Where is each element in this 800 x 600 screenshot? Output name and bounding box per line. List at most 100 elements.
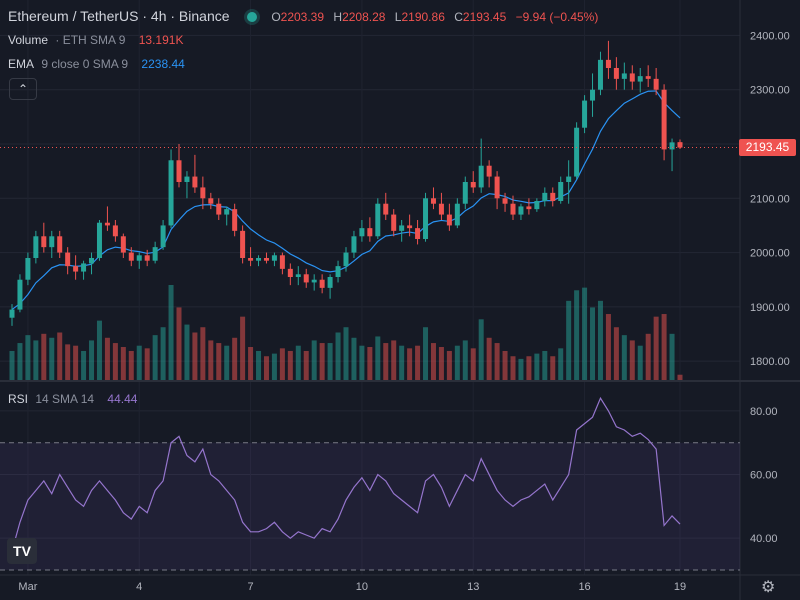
high-key: H bbox=[333, 10, 343, 24]
candle-body bbox=[96, 222, 102, 258]
rsi-axis-label: 60.00 bbox=[750, 470, 778, 482]
candle-body bbox=[184, 176, 190, 182]
candle-body bbox=[645, 76, 651, 79]
volume-bar bbox=[653, 316, 659, 380]
candle-body bbox=[494, 176, 500, 199]
volume-bar bbox=[176, 307, 182, 380]
rsi-axis-label: 80.00 bbox=[750, 406, 778, 418]
candle-body bbox=[9, 309, 15, 318]
volume-label: Volume bbox=[8, 33, 49, 47]
collapse-legend-button[interactable]: ⌃ bbox=[9, 78, 37, 100]
candle-body bbox=[25, 258, 31, 280]
volume-params: · ETH SMA 9 bbox=[55, 33, 126, 47]
open-key: O bbox=[271, 10, 281, 24]
candle-body bbox=[454, 203, 460, 226]
volume-bar bbox=[454, 345, 460, 380]
volume-bar bbox=[17, 343, 23, 380]
candle-body bbox=[637, 76, 643, 82]
close-value: 2193.45 bbox=[462, 10, 507, 24]
volume-bar bbox=[271, 353, 277, 380]
candle-body bbox=[200, 187, 206, 199]
volume-bar bbox=[605, 314, 611, 380]
volume-bar bbox=[96, 320, 102, 380]
volume-bar bbox=[470, 348, 476, 380]
ema-legend[interactable]: EMA 9 close 0 SMA 9 2238.44 bbox=[8, 57, 185, 71]
open-value: 2203.39 bbox=[280, 10, 325, 24]
candle-body bbox=[566, 176, 572, 182]
volume-bar bbox=[287, 350, 293, 380]
candle-body bbox=[128, 252, 134, 261]
candle-body bbox=[136, 255, 142, 261]
volume-bar bbox=[645, 333, 651, 380]
volume-bar bbox=[375, 336, 381, 380]
ema-value: 2238.44 bbox=[141, 57, 185, 71]
candle-body bbox=[550, 192, 556, 201]
volume-bar bbox=[518, 358, 524, 380]
candle-body bbox=[160, 225, 166, 248]
price-axis-label: 2300.00 bbox=[750, 85, 790, 97]
volume-bar bbox=[526, 356, 532, 380]
volume-bar bbox=[184, 324, 190, 380]
candle-body bbox=[597, 59, 603, 90]
volume-bar bbox=[73, 345, 79, 380]
candle-body bbox=[629, 73, 635, 82]
volume-bar bbox=[335, 332, 341, 380]
tradingview-logo[interactable]: TV bbox=[7, 538, 37, 564]
candle-body bbox=[470, 182, 476, 188]
volume-bar bbox=[407, 348, 413, 380]
candle-body bbox=[359, 228, 365, 237]
candle-body bbox=[558, 182, 564, 201]
volume-bar bbox=[359, 345, 365, 380]
ema-label: EMA bbox=[8, 57, 35, 71]
candle-body bbox=[510, 203, 516, 215]
market-status-dot bbox=[247, 12, 258, 23]
symbol-title[interactable]: Ethereum / TetherUS · 4h · Binance bbox=[8, 8, 230, 24]
volume-bar bbox=[430, 343, 436, 380]
volume-bar bbox=[224, 345, 230, 380]
candle-body bbox=[343, 252, 349, 267]
price-axis-label: 2100.00 bbox=[750, 193, 790, 205]
ema-params: 9 close 0 SMA 9 bbox=[41, 57, 129, 71]
volume-bar bbox=[168, 285, 174, 380]
volume-bar bbox=[216, 343, 222, 380]
candle-body bbox=[295, 274, 301, 277]
volume-bar bbox=[89, 340, 95, 380]
candle-body bbox=[89, 258, 95, 264]
volume-bar bbox=[391, 340, 397, 380]
volume-bar bbox=[200, 327, 206, 380]
candle-body bbox=[327, 277, 333, 288]
volume-bar bbox=[295, 345, 301, 380]
candle-body bbox=[57, 236, 63, 253]
candle-body bbox=[168, 160, 174, 226]
close-key: C bbox=[454, 10, 463, 24]
volume-bar bbox=[597, 300, 603, 380]
candle-body bbox=[502, 198, 508, 204]
volume-bar bbox=[415, 345, 421, 380]
candle-body bbox=[216, 203, 222, 215]
volume-bar bbox=[486, 337, 492, 380]
volume-bar bbox=[327, 343, 333, 380]
candle-body bbox=[232, 209, 238, 231]
volume-bar bbox=[279, 348, 285, 380]
volume-bar bbox=[550, 356, 556, 380]
candle-body bbox=[49, 236, 55, 248]
volume-bar bbox=[319, 343, 325, 380]
candle-body bbox=[677, 142, 683, 148]
volume-bar bbox=[144, 348, 150, 380]
candle-body bbox=[271, 255, 277, 261]
volume-bar bbox=[621, 335, 627, 380]
volume-bar bbox=[558, 348, 564, 380]
volume-bar bbox=[152, 335, 158, 380]
candle-body bbox=[144, 255, 150, 261]
rsi-legend[interactable]: RSI 14 SMA 14 44.44 bbox=[8, 392, 137, 406]
volume-bar bbox=[240, 316, 246, 380]
candle-body bbox=[73, 266, 79, 272]
volume-bar bbox=[25, 335, 31, 380]
volume-bar bbox=[478, 319, 484, 380]
rsi-value: 44.44 bbox=[107, 392, 138, 406]
gear-icon[interactable]: ⚙ bbox=[761, 579, 776, 596]
candle-body bbox=[534, 201, 540, 210]
time-axis-label: 13 bbox=[467, 581, 479, 593]
volume-legend[interactable]: Volume · ETH SMA 9 13.191K bbox=[8, 33, 183, 47]
